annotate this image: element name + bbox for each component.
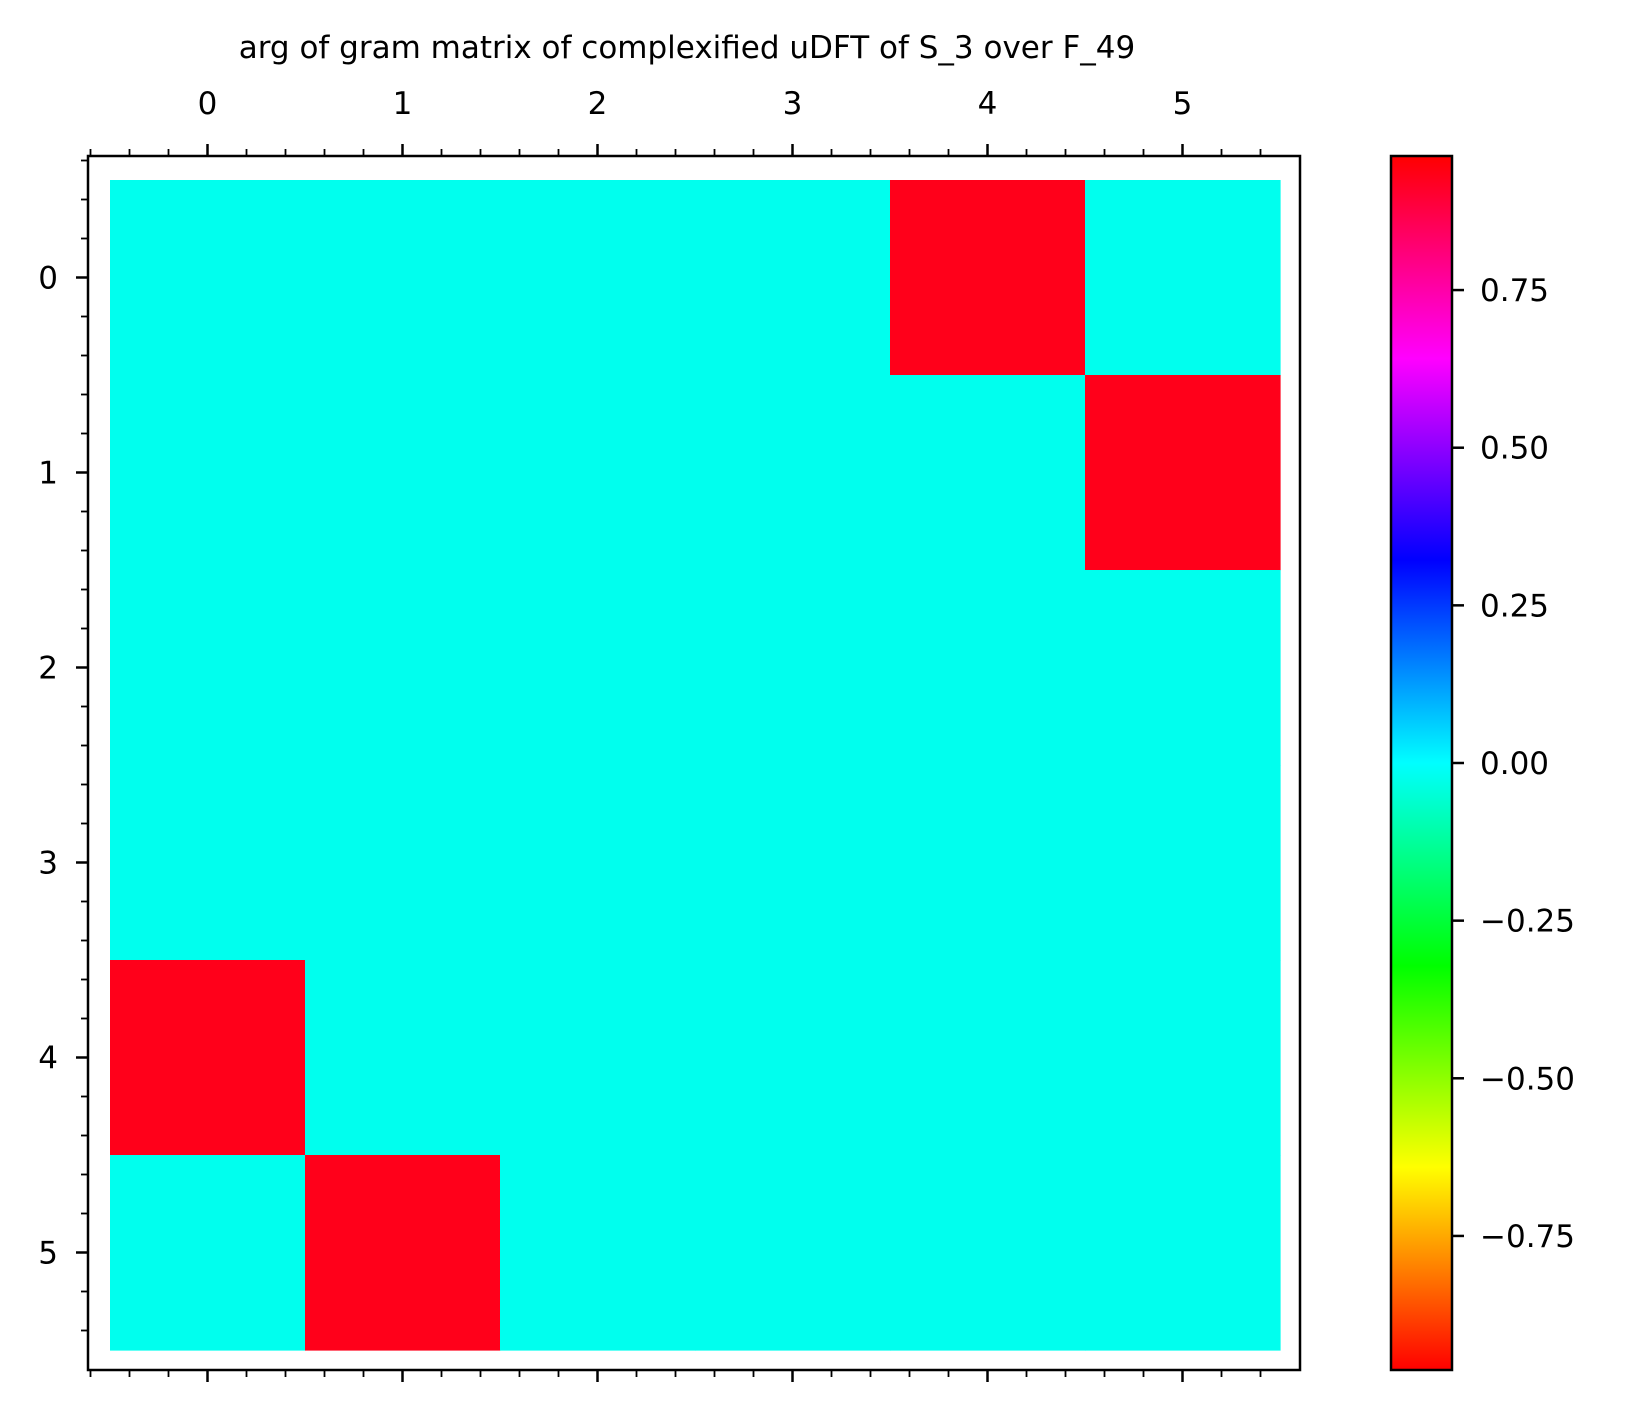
heatmap-cell: [695, 765, 891, 961]
heatmap-cell: [695, 180, 891, 376]
heatmap-cell: [1085, 960, 1281, 1156]
heatmap-cell: [305, 570, 501, 766]
heatmap-cell: [1085, 180, 1281, 376]
heatmap-cell: [305, 180, 501, 376]
heatmap-cell: [1085, 375, 1281, 571]
x-tick-label: 1: [393, 86, 413, 122]
heatmap-cell: [890, 765, 1086, 961]
heatmap-cell: [1085, 765, 1281, 961]
heatmap-cell: [890, 570, 1086, 766]
heatmap-cell: [110, 1155, 306, 1351]
colorbar-tick-label: 0.00: [1480, 746, 1549, 782]
heatmap-cell: [695, 570, 891, 766]
x-tick-label: 5: [1173, 86, 1193, 122]
heatmap-cell: [305, 765, 501, 961]
heatmap-cell: [500, 960, 696, 1156]
heatmap-cells: [110, 180, 1281, 1351]
colorbar-tick-label: −0.50: [1480, 1061, 1575, 1097]
y-tick-label: 3: [38, 846, 58, 882]
colorbar-ticks: 0.75 0.50 0.25 0.00 −0.25 −0.50 −0.75: [1452, 273, 1575, 1255]
colorbar-tick-label: −0.25: [1480, 904, 1575, 940]
heatmap-cell: [110, 960, 306, 1156]
y-tick-label: 2: [38, 651, 58, 687]
heatmap-cell: [305, 960, 501, 1156]
colorbar-tick-label: 0.50: [1480, 431, 1549, 467]
heatmap-cell: [110, 375, 306, 571]
heatmap-cell: [110, 180, 306, 376]
heatmap-cell: [695, 960, 891, 1156]
chart-title: arg of gram matrix of complexified uDFT …: [239, 30, 1136, 66]
y-ticks: 0 1 2 3 4 5: [38, 159, 88, 1332]
heatmap-cell: [890, 180, 1086, 376]
heatmap-cell: [695, 375, 891, 571]
x-tick-label: 2: [588, 86, 608, 122]
heatmap-cell: [890, 960, 1086, 1156]
heatmap-cell: [695, 1155, 891, 1351]
heatmap-cell: [500, 570, 696, 766]
x-ticks-top: 0 1 2 3 4 5: [89, 86, 1262, 156]
heatmap-cell: [500, 1155, 696, 1351]
y-tick-label: 0: [38, 261, 58, 297]
heatmap-cell: [110, 570, 306, 766]
heatmap-cell: [500, 375, 696, 571]
x-ticks-bottom: [89, 1370, 1262, 1382]
colorbar-tick-label: 0.25: [1480, 588, 1549, 624]
colorbar: [1391, 156, 1452, 1370]
plot-frame: [86, 154, 1302, 1372]
heatmap-cell: [305, 375, 501, 571]
heatmap-cell: [890, 375, 1086, 571]
y-tick-label: 1: [38, 456, 58, 492]
heatmap-cell: [500, 180, 696, 376]
colorbar-tick-label: 0.75: [1480, 273, 1549, 309]
heatmap-cell: [1085, 570, 1281, 766]
x-tick-label: 0: [198, 86, 218, 122]
heatmap-cell: [1085, 1155, 1281, 1351]
y-tick-label: 4: [38, 1041, 58, 1077]
heatmap-cell: [110, 765, 306, 961]
x-tick-label: 4: [978, 86, 998, 122]
heatmap-cell: [305, 1155, 501, 1351]
y-tick-label: 5: [38, 1236, 58, 1272]
heatmap-cell: [890, 1155, 1086, 1351]
x-tick-label: 3: [783, 86, 803, 122]
heatmap-cell: [500, 765, 696, 961]
colorbar-tick-label: −0.75: [1480, 1219, 1575, 1255]
